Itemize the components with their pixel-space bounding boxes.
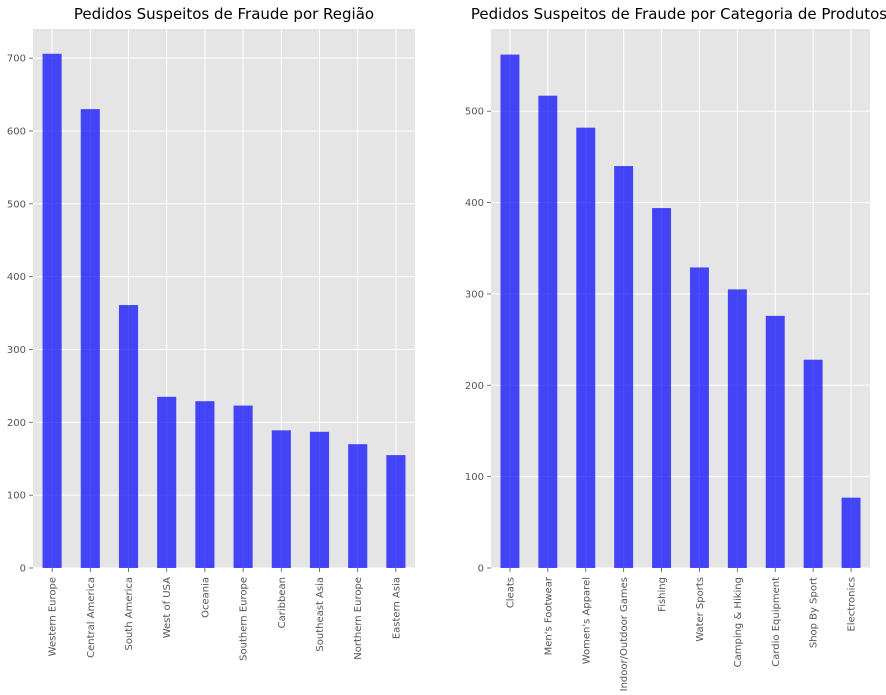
x-tick-label: Cardio Equipment [771,577,782,667]
bar-category-2 [576,127,596,569]
x-tick-label: Camping & Hiking [733,577,744,667]
bar-region-5 [233,405,253,568]
y-tick-label: 100 [7,491,26,502]
bar-category-1 [538,95,558,569]
bar-category-8 [803,359,823,568]
y-tick-label: 0 [20,564,26,575]
bar-region-0 [42,53,62,568]
x-tick-label: Oceania [200,577,211,618]
bar-region-1 [80,109,100,569]
chart-category: Pedidos Suspeitos de Fraude por Categori… [465,5,886,691]
bar-category-4 [652,208,672,569]
bar-category-5 [689,267,709,568]
bar-category-9 [841,497,861,568]
bar-region-3 [157,396,177,568]
x-tick-label: Men's Footwear [543,576,554,655]
bar-region-4 [195,401,215,568]
y-tick-label: 0 [478,564,484,575]
bar-category-0 [500,54,520,569]
y-tick-label: 200 [465,381,484,392]
y-tick-label: 400 [465,198,484,209]
x-tick-label: Water Sports [695,577,706,642]
y-tick-label: 200 [7,418,26,429]
x-tick-label: Southern Europe [239,577,250,661]
x-tick-label: Northern Europe [353,577,364,660]
y-tick-label: 400 [7,272,26,283]
x-tick-label: Eastern Asia [391,577,402,639]
y-tick-label: 300 [465,289,484,300]
x-tick-label: Western Europe [48,577,59,656]
x-tick-label: Central America [86,577,97,658]
y-tick-label: 600 [7,126,26,137]
x-tick-label: Shop By Sport [809,577,820,648]
chart-title-category: Pedidos Suspeitos de Fraude por Categori… [471,5,886,23]
bar-region-7 [309,431,330,568]
bar-region-8 [348,444,368,568]
x-tick-label: Caribbean [277,577,288,628]
x-tick-label: Electronics [847,577,858,632]
y-tick-label: 700 [7,54,26,65]
x-tick-label: Indoor/Outdoor Games [619,577,630,691]
bar-region-6 [271,430,291,568]
chart-title-region: Pedidos Suspeitos de Fraude por Região [74,5,374,23]
chart-region: Pedidos Suspeitos de Fraude por Região 0… [7,5,415,661]
bar-region-9 [386,455,406,568]
y-tick-label: 100 [465,472,484,483]
bar-category-3 [614,166,634,568]
bar-category-6 [727,289,747,568]
bar-region-2 [118,305,139,568]
x-tick-label: Southeast Asia [315,577,326,652]
x-tick-label: West of USA [162,577,173,638]
x-tick-label: Cleats [505,577,516,608]
y-tick-label: 500 [465,107,484,118]
y-tick-label: 500 [7,199,26,210]
x-tick-label: Women's Apparel [581,577,592,664]
y-tick-label: 300 [7,345,26,356]
x-tick-label: South America [124,577,135,651]
bar-category-7 [765,315,785,568]
x-tick-label: Fishing [657,577,668,612]
